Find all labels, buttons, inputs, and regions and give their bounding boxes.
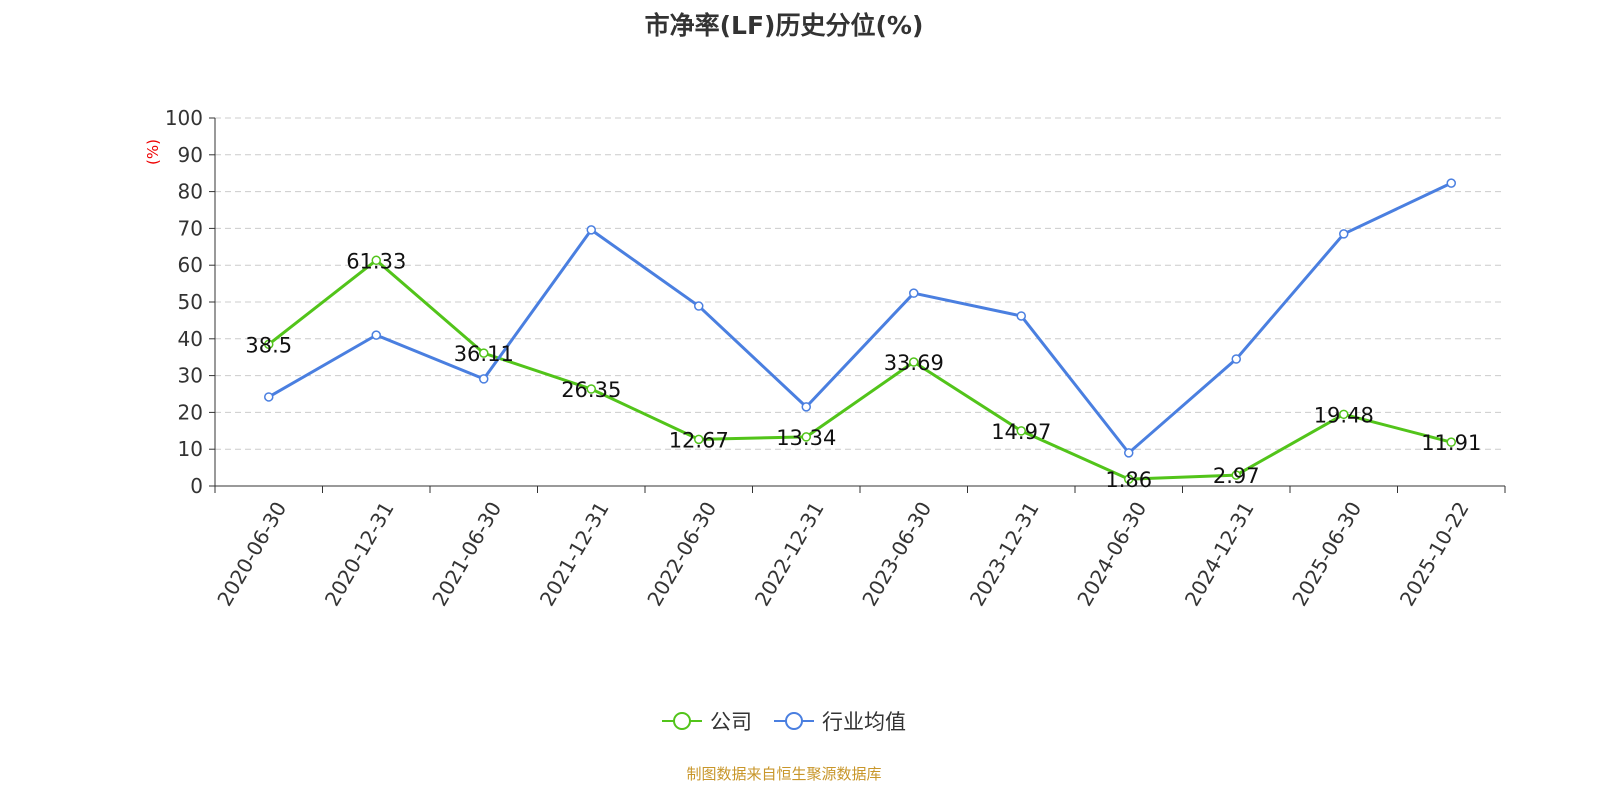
data-point <box>1339 229 1349 239</box>
legend: 公司 行业均值 <box>0 706 1568 736</box>
y-tick-label: 70 <box>178 216 203 240</box>
x-tick-label: 2024-06-30 <box>1072 498 1151 611</box>
data-point <box>1124 474 1134 484</box>
y-tick-label: 50 <box>178 290 203 314</box>
data-point <box>1339 409 1349 420</box>
data-point <box>801 402 811 412</box>
data-point <box>1446 437 1456 447</box>
legend-marker-icon <box>774 712 814 730</box>
chart-title: 市净率(LF)历史分位(%) <box>644 11 924 40</box>
x-tick-label: 2022-12-31 <box>750 498 829 611</box>
series-line-1 <box>268 181 1452 455</box>
x-tick-label: 2023-12-31 <box>965 498 1044 611</box>
y-tick-label: 60 <box>178 253 203 277</box>
data-label: 12.67 <box>669 428 729 452</box>
y-tick-label: 30 <box>178 364 203 388</box>
x-tick-label: 2025-10-22 <box>1395 498 1474 611</box>
line-chart: 0 10 20 30 40 50 60 70 80 90 100(%) 2020-06-30 2020-… <box>144 106 1506 611</box>
data-label: 33.69 <box>884 351 944 375</box>
data-point <box>264 392 274 402</box>
x-tick-label: 2021-06-30 <box>427 498 506 611</box>
y-tick-label: 0 <box>190 474 203 498</box>
data-point <box>909 357 919 367</box>
data-source-note: 制图数据来自恒生聚源数据库 <box>686 765 882 783</box>
x-tick-label: 2025-06-30 <box>1287 498 1366 611</box>
data-label: 13.34 <box>776 426 836 450</box>
x-tick-label: 2022-06-30 <box>642 498 721 611</box>
data-point <box>1016 426 1026 436</box>
data-label: 1.86 <box>1105 468 1152 492</box>
data-label: 2.97 <box>1213 464 1260 488</box>
series-line-0 <box>267 258 1452 481</box>
data-point <box>479 348 489 358</box>
data-point <box>1124 448 1134 458</box>
data-point <box>586 384 596 394</box>
data-point <box>586 225 596 235</box>
data-point <box>694 301 704 311</box>
data-point <box>694 434 704 445</box>
data-point <box>801 432 811 442</box>
y-tick-label: 40 <box>178 327 203 351</box>
data-point <box>1016 311 1026 321</box>
data-point <box>371 330 381 340</box>
y-tick-label: 20 <box>178 400 203 424</box>
legend-item-company[interactable]: 公司 <box>662 706 752 736</box>
data-label: 36.11 <box>454 342 514 366</box>
x-tick-label: 2023-06-30 <box>857 498 936 611</box>
legend-label: 公司 <box>710 710 752 734</box>
data-point <box>264 339 274 350</box>
x-tick-label: 2024-12-31 <box>1180 498 1259 611</box>
legend-label: 行业均值 <box>822 710 906 734</box>
data-point <box>909 288 919 298</box>
y-axis-label: (%) <box>144 139 162 165</box>
data-label: 14.97 <box>991 420 1051 444</box>
legend-item-industry-avg[interactable]: 行业均值 <box>774 706 906 736</box>
y-tick-label: 100 <box>165 106 203 130</box>
data-point <box>371 255 381 266</box>
y-tick-label: 90 <box>178 143 203 167</box>
x-tick-label: 2020-12-31 <box>320 498 399 611</box>
y-tick-label: 80 <box>178 180 203 204</box>
x-tick-label: 2020-06-30 <box>212 498 291 611</box>
data-point <box>1446 178 1456 188</box>
data-label: 26.35 <box>561 378 621 402</box>
legend-marker-icon <box>662 712 702 730</box>
data-point <box>479 374 489 384</box>
x-tick-label: 2021-12-31 <box>535 498 614 611</box>
data-label: 38.5 <box>245 333 292 357</box>
data-point <box>1231 470 1241 480</box>
data-point <box>1231 354 1241 364</box>
data-label: 11.91 <box>1421 431 1481 455</box>
y-tick-label: 10 <box>178 437 203 461</box>
data-label: 61.33 <box>346 249 406 273</box>
data-label: 19.48 <box>1314 403 1374 427</box>
